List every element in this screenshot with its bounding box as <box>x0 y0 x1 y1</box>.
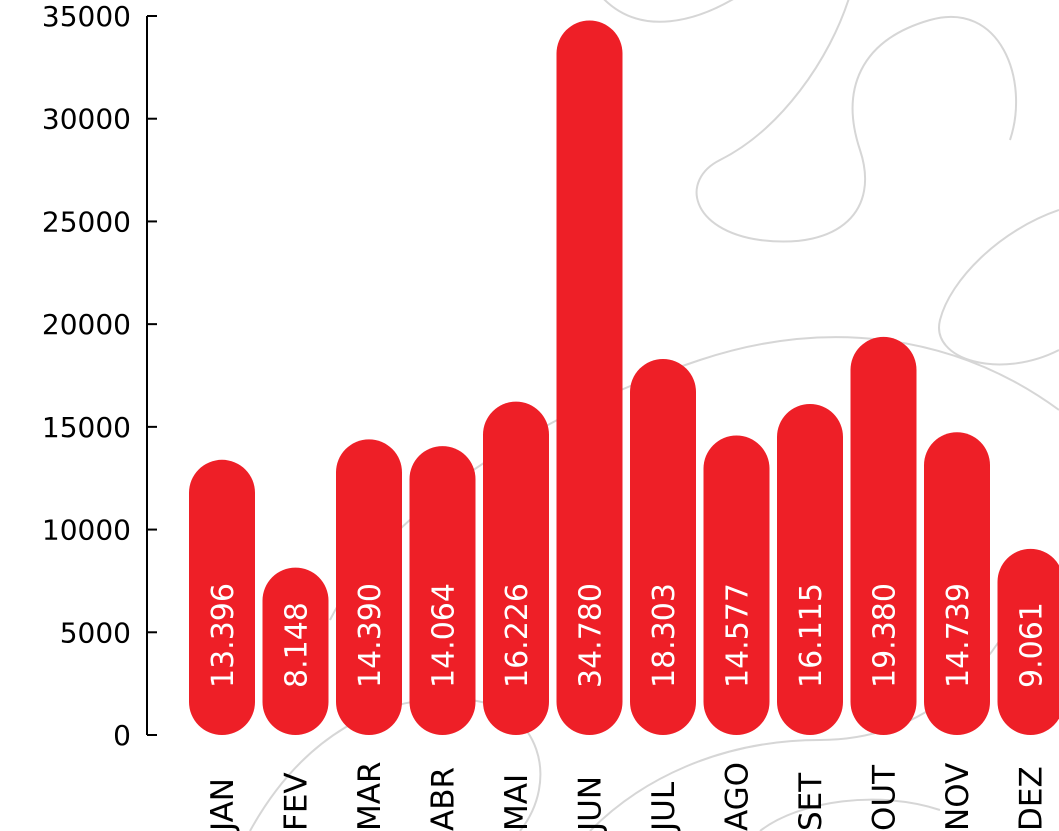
bar-set <box>777 403 843 735</box>
x-tick-label: DEZ <box>1014 766 1050 831</box>
x-tick-label: MAI <box>499 774 535 831</box>
x-tick-label: SET <box>793 772 829 831</box>
bar-value-label: 34.780 <box>574 583 609 688</box>
y-tick-label: 15000 <box>42 411 131 444</box>
y-tick-label: 20000 <box>42 308 131 341</box>
x-tick-label: AGO <box>720 762 756 831</box>
bar-mar <box>336 439 402 735</box>
bar-value-label: 16.226 <box>500 583 535 688</box>
bar-value-label: 19.380 <box>868 583 903 688</box>
y-tick-label: 35000 <box>42 0 131 33</box>
bar-dez <box>997 548 1059 735</box>
y-tick-label: 10000 <box>42 514 131 547</box>
x-tick-label: OUT <box>867 764 903 831</box>
bar-jan <box>189 459 255 735</box>
bar-jun <box>556 20 623 736</box>
x-tick-label: JUN <box>573 776 609 831</box>
bar-value-label: 14.064 <box>427 583 462 688</box>
y-tick-label: 30000 <box>42 103 131 136</box>
x-tick-label: FEV <box>279 772 315 831</box>
x-tick-label: JAN <box>205 778 241 831</box>
bar-value-label: 9.061 <box>1015 602 1050 688</box>
x-tick-label: NOV <box>940 763 976 831</box>
y-tick-label: 25000 <box>42 205 131 238</box>
y-tick-label: 0 <box>113 719 131 752</box>
bar-ago <box>703 435 770 735</box>
x-tick-label: ABR <box>426 767 462 831</box>
x-tick-label: MAR <box>352 762 388 831</box>
bar-fev <box>262 567 329 735</box>
bar-abr <box>409 446 476 735</box>
bar-jul <box>630 359 696 735</box>
bar-value-label: 14.739 <box>941 583 976 688</box>
bar-value-label: 16.115 <box>794 583 829 688</box>
bar-value-label: 18.303 <box>647 583 682 688</box>
y-tick-label: 5000 <box>60 616 131 649</box>
bar-nov <box>924 432 990 735</box>
bar-out <box>850 336 917 735</box>
bars-group: 13.396 JAN 8.148 FEV 14.390 MAR 14.064 ABR 16.22… <box>189 20 1059 831</box>
x-tick-label: JUL <box>646 781 682 831</box>
bar-value-label: 14.577 <box>721 583 756 688</box>
bar-value-label: 13.396 <box>206 583 241 688</box>
bar-value-label: 8.148 <box>280 602 315 688</box>
y-axis: 0 5000 10000 15000 20000 25000 30000 35000 <box>42 0 157 752</box>
bar-mai <box>483 401 549 735</box>
bar-value-label: 14.390 <box>353 583 388 688</box>
